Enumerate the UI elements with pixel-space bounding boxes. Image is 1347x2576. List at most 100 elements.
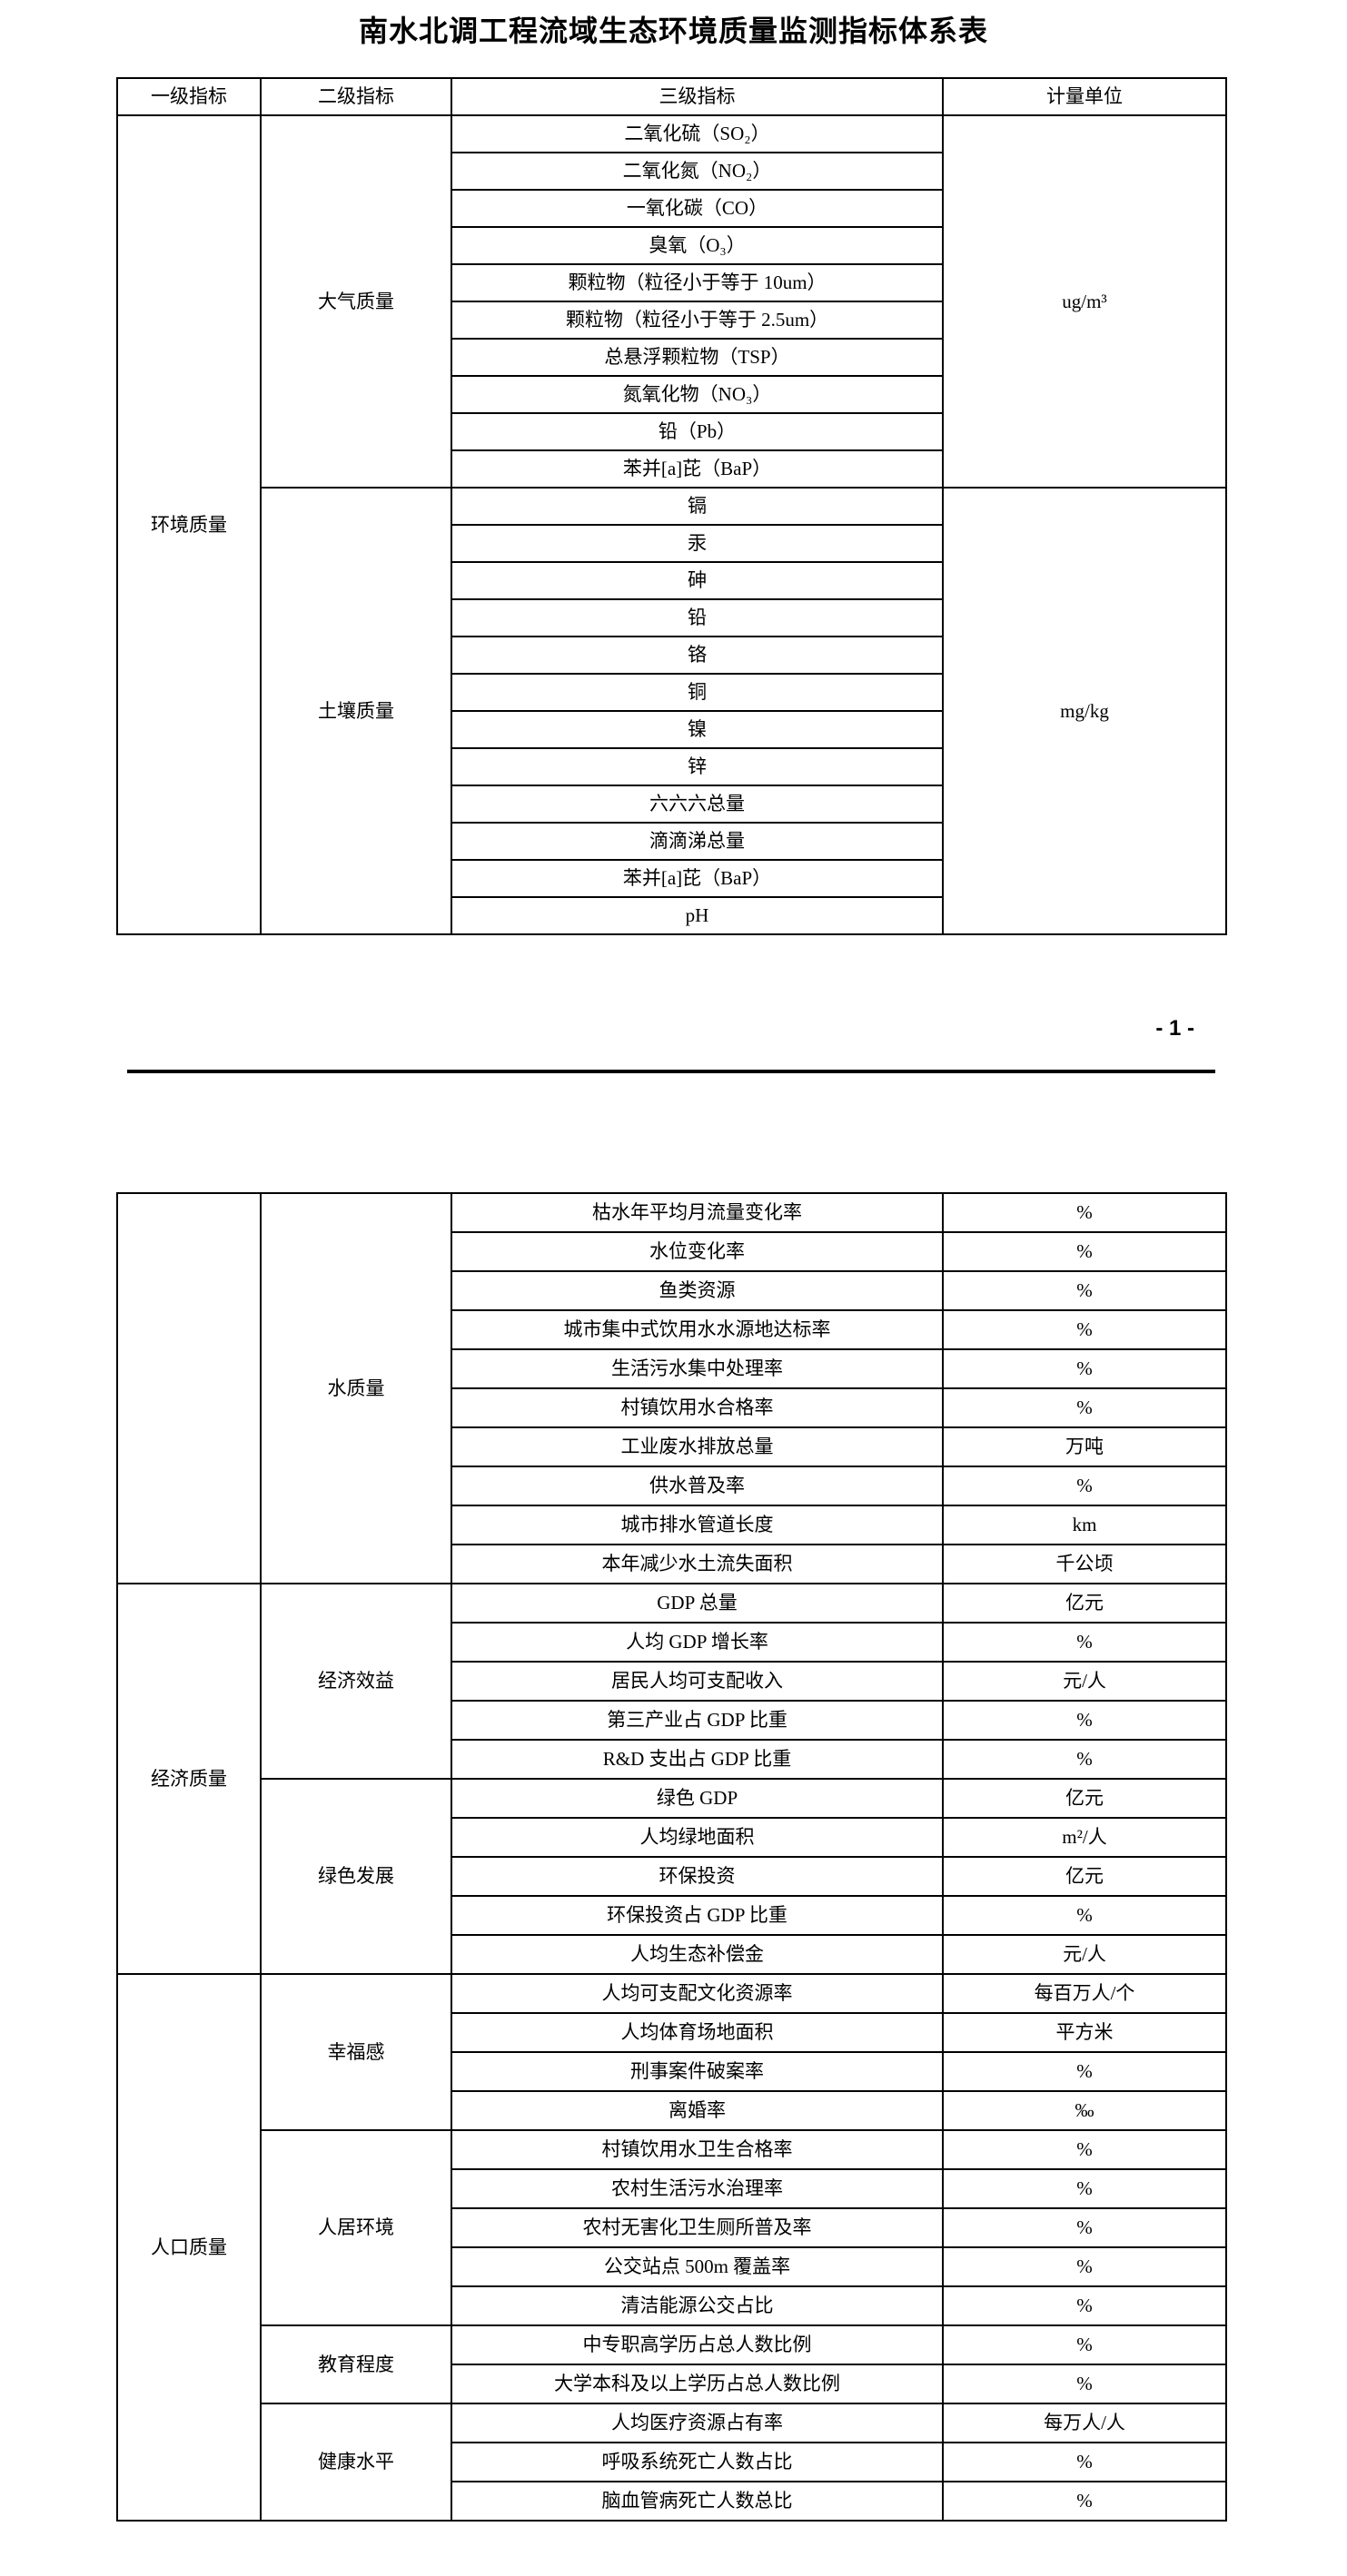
table-row: 二氧化氮（NO₂） — [117, 152, 1226, 191]
cell-unit: % — [942, 2051, 1227, 2092]
table-row: 镍 — [117, 710, 1226, 749]
cell-unit: % — [942, 1387, 1227, 1428]
cell-indicator: 颗粒物（粒径小于等于 10um） — [451, 263, 944, 302]
table-row: 经济质量 经济效益 GDP 总量 亿元 — [116, 1583, 1227, 1975]
cell-unit: % — [942, 1309, 1227, 1350]
cell-indicator: 人均可支配文化资源率 — [451, 1973, 944, 2014]
table-row: 土壤质量镉 mg/kg — [117, 487, 1227, 935]
cell-level2: 大气质量 — [260, 114, 452, 489]
cell-unit: % — [942, 1270, 1227, 1311]
table-row: 臭氧（O₃） — [117, 226, 1226, 265]
cell-unit: % — [942, 1192, 1227, 1233]
cell-unit: % — [942, 1622, 1227, 1663]
table-row: 滴滴涕总量 — [117, 822, 1226, 861]
table-row: 一氧化碳（CO） — [117, 189, 1226, 228]
table-row: 城市排水管道长度 km — [117, 1505, 1227, 1545]
cell-indicator: pH — [451, 896, 944, 935]
cell-indicator: 滴滴涕总量 — [451, 822, 944, 861]
cell-level2: 教育程度 — [260, 2324, 452, 2404]
table-row: 铅（Pb） — [117, 412, 1226, 451]
cell-level2: 健康水平 — [260, 2403, 452, 2522]
cell-indicator: 人均生态补偿金 — [451, 1934, 944, 1975]
table-row: 绿色发展 绿色 GDP 亿元 — [117, 1778, 1227, 1975]
cell-unit: mg/kg — [942, 487, 1227, 935]
table-row: 铬 — [117, 636, 1226, 675]
table-row: 环保投资占 GDP 比重% — [117, 1895, 1227, 1936]
cell-level1 — [116, 1192, 262, 1584]
cell-level1: 环境质量 — [116, 114, 262, 935]
cell-indicator: 铅（Pb） — [451, 412, 944, 451]
cell-indicator: 人均 GDP 增长率 — [451, 1622, 944, 1663]
cell-indicator: 农村无害化卫生厕所普及率 — [451, 2207, 944, 2248]
cell-unit: % — [942, 1466, 1227, 1506]
cell-unit: 每百万人/个 — [942, 1973, 1227, 2014]
cell-indicator: 环保投资 — [451, 1856, 944, 1897]
cell-unit: % — [942, 2364, 1227, 2404]
cell-level2: 经济效益 — [260, 1583, 452, 1780]
cell-unit: 元/人 — [942, 1934, 1227, 1975]
table-row: 刑事案件破案率% — [117, 2051, 1227, 2092]
cell-unit: 万吨 — [942, 1426, 1227, 1467]
cell-unit: 平方米 — [942, 2012, 1227, 2053]
table-row: 苯并[a]芘（BaP） — [117, 449, 1226, 489]
cell-indicator: 人均体育场地面积 — [451, 2012, 944, 2053]
cell-indicator: 汞 — [451, 524, 944, 563]
table-row: 环保投资 亿元 — [117, 1856, 1227, 1897]
cell-level1: 人口质量 — [116, 1973, 262, 2522]
table-row: 铅 — [117, 598, 1226, 637]
cell-indicator: 城市排水管道长度 — [451, 1505, 944, 1545]
column-header-level3: 三级指标 — [451, 77, 944, 116]
table-row: 农村无害化卫生厕所普及率% — [117, 2207, 1227, 2248]
cell-indicator: 砷 — [451, 561, 944, 600]
table-header-row: 一级指标 二级指标 三级指标 计量单位 — [116, 77, 1227, 116]
table-row: 汞 — [117, 524, 1226, 563]
cell-indicator: 村镇饮用水卫生合格率 — [451, 2129, 944, 2170]
table-row: 人均 GDP 增长率% — [117, 1622, 1227, 1663]
cell-indicator: 苯并[a]芘（BaP） — [451, 859, 944, 898]
table-row: 本年减少水土流失面积 千公顷 — [117, 1544, 1227, 1584]
cell-indicator: 公交站点 500m 覆盖率 — [451, 2246, 944, 2287]
table-row: 总悬浮颗粒物（TSP） — [117, 338, 1226, 377]
cell-indicator: 生活污水集中处理率 — [451, 1348, 944, 1389]
table-row: 苯并[a]芘（BaP） — [117, 859, 1226, 898]
column-header-level1: 一级指标 — [116, 77, 262, 116]
cell-indicator: 苯并[a]芘（BaP） — [451, 449, 944, 489]
table-row: pH — [117, 896, 1226, 935]
table-row: 水位变化率% — [117, 1231, 1227, 1272]
table2-body: 水质量 枯水年平均月流量变化率% 水位变化率% 鱼类资源% 城市集中式饮用水水源地达标率… — [116, 1192, 1227, 2522]
table-row: 颗粒物（粒径小于等于 10um） — [117, 263, 1226, 302]
cell-unit: % — [942, 2285, 1227, 2326]
cell-level2: 人居环境 — [260, 2129, 452, 2326]
cell-unit: 每万人/人 — [942, 2403, 1227, 2443]
cell-indicator: 工业废水排放总量 — [451, 1426, 944, 1467]
table-row: 脑血管病死亡人数总比% — [117, 2481, 1227, 2522]
table-row: 鱼类资源% — [117, 1270, 1227, 1311]
cell-level1: 经济质量 — [116, 1583, 262, 1975]
cell-unit: 元/人 — [942, 1661, 1227, 1702]
table-row: R&D 支出占 GDP 比重% — [117, 1739, 1227, 1780]
cell-indicator: R&D 支出占 GDP 比重 — [451, 1739, 944, 1780]
cell-indicator: 刑事案件破案率 — [451, 2051, 944, 2092]
cell-indicator: 村镇饮用水合格率 — [451, 1387, 944, 1428]
table-row: 清洁能源公交占比% — [117, 2285, 1227, 2326]
cell-unit: % — [942, 2129, 1227, 2170]
table-row: 砷 — [117, 561, 1226, 600]
table-row: 铜 — [117, 673, 1226, 712]
document-title: 南水北调工程流域生态环境质量监测指标体系表 — [358, 15, 988, 47]
cell-unit: % — [942, 2324, 1227, 2365]
table-row: 环境质量 大气质量 二氧化硫（SO₂） ug/m³ — [116, 114, 1227, 935]
table-row: 人口质量 幸福感 人均可支配文化资源率 每百万人/个 — [116, 1973, 1227, 2522]
table-row: 颗粒物（粒径小于等于 2.5um） — [117, 301, 1226, 340]
table-row: 生活污水集中处理率% — [117, 1348, 1227, 1389]
cell-indicator: 镍 — [451, 710, 944, 749]
table-row: 村镇饮用水合格率% — [117, 1387, 1227, 1428]
table-row: 城市集中式饮用水水源地达标率% — [117, 1309, 1227, 1350]
cell-indicator: 水位变化率 — [451, 1231, 944, 1272]
cell-indicator: 呼吸系统死亡人数占比 — [451, 2442, 944, 2482]
page-number: - 1 - — [1155, 1016, 1194, 1041]
table-row: 人均绿地面积 m²/人 — [117, 1817, 1227, 1858]
cell-indicator: 居民人均可支配收入 — [451, 1661, 944, 1702]
table-row: 居民人均可支配收入 元/人 — [117, 1661, 1227, 1702]
table-row: 水质量 枯水年平均月流量变化率% — [116, 1192, 1227, 1584]
cell-indicator: 清洁能源公交占比 — [451, 2285, 944, 2326]
